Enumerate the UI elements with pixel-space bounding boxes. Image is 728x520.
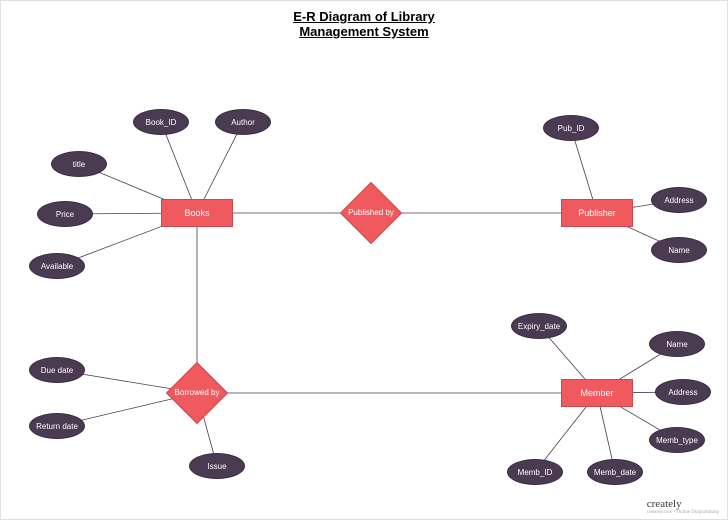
entity-publisher: Publisher — [561, 199, 633, 227]
relationship-label-published_by: Published by — [329, 191, 413, 235]
attribute-available: Available — [29, 253, 85, 279]
attribute-book_id: Book_ID — [133, 109, 189, 135]
attribute-memb_id: Memb_ID — [507, 459, 563, 485]
entity-member: Member — [561, 379, 633, 407]
relationship-label-borrowed_by: Borrowed by — [155, 371, 239, 415]
attribute-return_date: Return date — [29, 413, 85, 439]
attribute-memb_type: Memb_type — [649, 427, 705, 453]
attribute-p_name: Name — [651, 237, 707, 263]
attribute-memb_date: Memb_date — [587, 459, 643, 485]
relationship-borrowed_by: Borrowed by — [175, 371, 219, 415]
attribute-pub_id: Pub_ID — [543, 115, 599, 141]
edges-layer — [1, 1, 728, 520]
entity-books: Books — [161, 199, 233, 227]
attribute-m_name: Name — [649, 331, 705, 357]
creately-logo: creately creately.com • Online Diagrammi… — [647, 498, 719, 515]
attribute-issue: Issue — [189, 453, 245, 479]
attribute-author: Author — [215, 109, 271, 135]
relationship-published_by: Published by — [349, 191, 393, 235]
attribute-m_address: Address — [655, 379, 711, 405]
attribute-due_date: Due date — [29, 357, 85, 383]
attribute-price: Price — [37, 201, 93, 227]
logo-sub: creately.com • Online Diagramming — [647, 510, 719, 515]
diagram-canvas: E-R Diagram of Library Management System… — [0, 0, 728, 520]
logo-text: creately — [647, 498, 682, 510]
attribute-expiry_date: Expiry_date — [511, 313, 567, 339]
attribute-title: title — [51, 151, 107, 177]
attribute-p_address: Address — [651, 187, 707, 213]
